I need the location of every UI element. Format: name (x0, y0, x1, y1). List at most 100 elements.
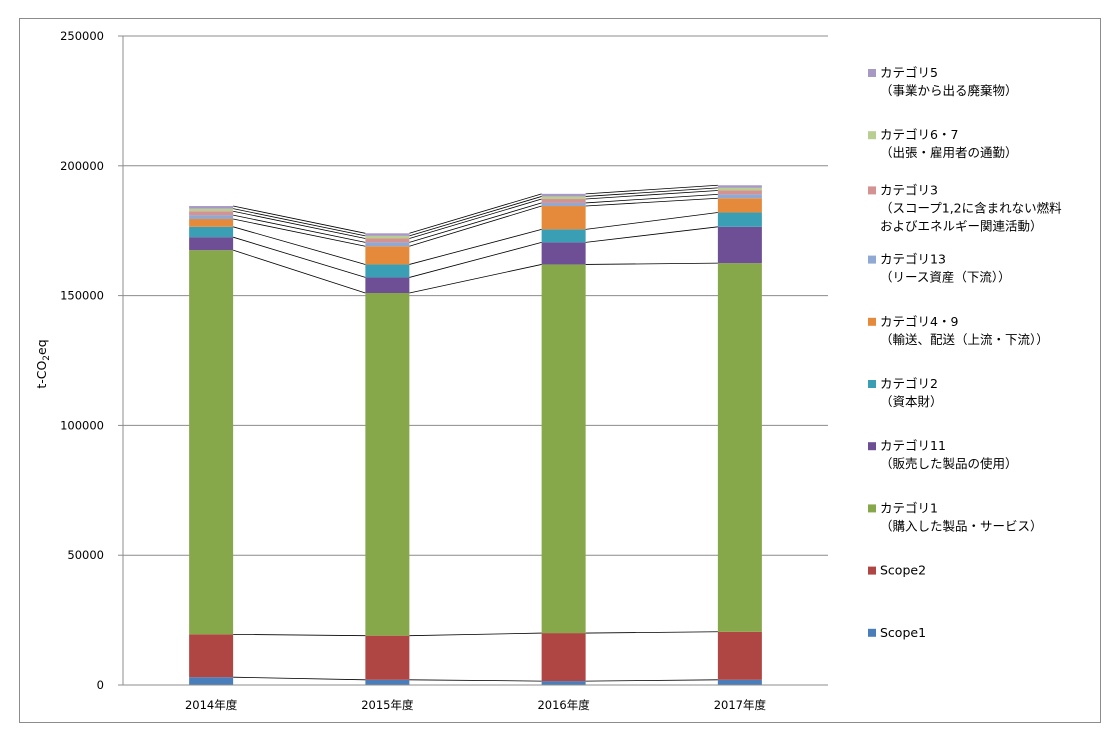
y-tick-label: 150000 (60, 289, 104, 303)
bar-segment (365, 238, 410, 243)
axes: 0 50000 100000 150000 200000 250000 2014年度 2015… (60, 29, 828, 712)
legend-swatch (868, 504, 876, 513)
series-line (409, 196, 542, 237)
legend-item: カテゴリ5 （事業から出る廃棄物） (868, 65, 1018, 98)
bar-segment (541, 196, 586, 200)
series-line (233, 226, 366, 265)
y-tick-label: 50000 (67, 548, 104, 562)
bar-segment (189, 237, 234, 251)
legend-label: （事業から出る廃棄物） (880, 83, 1018, 98)
bar-segment (365, 242, 410, 247)
series-line (409, 679, 542, 682)
gridlines (123, 35, 828, 556)
bar-segment (541, 633, 586, 682)
legend-swatch (868, 566, 876, 575)
series-line (233, 676, 366, 681)
x-tick-label: 2017年度 (714, 698, 767, 712)
series-line (233, 249, 366, 294)
legend-label: Scope2 (880, 563, 926, 578)
series-line (409, 193, 542, 234)
legend-label: カテゴリ1 (880, 500, 938, 515)
y-tick-label: 0 (97, 678, 104, 692)
bar-segment (189, 250, 234, 635)
bar-segment (717, 212, 762, 227)
legend-item: Scope1 (868, 625, 926, 640)
bar-segment (717, 185, 762, 188)
y-axis-label: t-CO2eq (34, 339, 52, 388)
series-line (409, 205, 542, 247)
bar-segment (717, 263, 762, 632)
legend-label: （資本財） (880, 394, 943, 409)
bar-segment (189, 208, 234, 212)
bar-segment (365, 246, 410, 265)
bar-segment (189, 634, 234, 678)
bar-segment (717, 194, 762, 199)
x-tick-label: 2016年度 (537, 698, 590, 712)
legend-swatch (868, 442, 876, 451)
y-tick-label: 200000 (60, 159, 104, 173)
legend-label: （出張・雇用者の通勤） (880, 145, 1018, 160)
series-line (585, 631, 718, 634)
legend-label: （販売した製品の使用） (880, 456, 1018, 471)
legend-label: カテゴリ11 (880, 438, 946, 453)
bar-segment (189, 226, 234, 238)
series-connector-lines (233, 184, 718, 682)
bar-segment (541, 242, 586, 265)
bar-segment (541, 199, 586, 203)
series-line (585, 226, 718, 243)
y-tick-label: 100000 (60, 418, 104, 432)
bar-segment (365, 277, 410, 294)
legend-label: カテゴリ2 (880, 376, 938, 391)
bar-segment (189, 677, 234, 685)
y-tick-label: 250000 (60, 29, 104, 43)
legend: カテゴリ5 （事業から出る廃棄物） カテゴリ6・7 （出張・雇用者の通勤） カテゴリ3 （… (868, 65, 1062, 640)
bar-segment (189, 211, 234, 216)
legend-item: カテゴリ6・7 （出張・雇用者の通勤） (868, 127, 1018, 160)
series-line (409, 632, 542, 637)
legend-item: カテゴリ13 （リース資産（下流）） (868, 252, 1011, 285)
bar-segment (365, 635, 410, 680)
stacked-bar-chart: 0 50000 100000 150000 200000 250000 2014年度 2015… (34, 29, 1062, 712)
series-line (585, 187, 718, 197)
x-tick-label: 2014年度 (185, 698, 238, 712)
legend-swatch (868, 186, 876, 195)
series-line (409, 264, 542, 294)
legend-item: カテゴリ1 （購入した製品・サービス） (868, 500, 1043, 533)
legend-label: （スコープ1,2に含まれない燃料 (880, 200, 1062, 215)
bar-segment (541, 681, 586, 685)
series-line (585, 197, 718, 207)
series-line (585, 262, 718, 265)
bar-segment (717, 226, 762, 264)
legend-swatch (868, 69, 876, 77)
legend-swatch (868, 380, 876, 388)
series-line (233, 236, 366, 278)
series-line (409, 202, 542, 243)
bar-segment (717, 190, 762, 195)
legend-label: およびエネルギー関連活動） (880, 218, 1043, 233)
legend-label: カテゴリ3 (880, 182, 938, 197)
legend-swatch (868, 628, 876, 637)
series-line (409, 229, 542, 265)
series-line (233, 218, 366, 247)
series-line (585, 679, 718, 682)
bar-segment (365, 264, 410, 278)
x-tick-label: 2015年度 (361, 698, 414, 712)
bar-segment (541, 202, 586, 207)
legend-item: カテゴリ2 （資本財） (868, 376, 943, 409)
series-line (585, 212, 718, 230)
legend-item: Scope2 (868, 563, 926, 578)
bar-segment (541, 193, 586, 197)
legend-label: カテゴリ4・9 (880, 314, 958, 329)
legend-label: カテゴリ6・7 (880, 127, 958, 142)
series-line (409, 198, 542, 239)
legend-label: （輸送、配送（上流・下流）） (880, 332, 1049, 347)
legend-swatch (868, 317, 876, 326)
bar-segment (189, 206, 234, 209)
chart-frame: 0 50000 100000 150000 200000 250000 2014年度 2015… (19, 18, 1101, 723)
legend-item: カテゴリ4・9 （輸送、配送（上流・下流）） (868, 314, 1049, 347)
series-line (233, 633, 366, 637)
bar-segment (541, 229, 586, 243)
series-line (585, 184, 718, 195)
legend-label: Scope1 (880, 625, 926, 640)
bar-segment (189, 215, 234, 220)
